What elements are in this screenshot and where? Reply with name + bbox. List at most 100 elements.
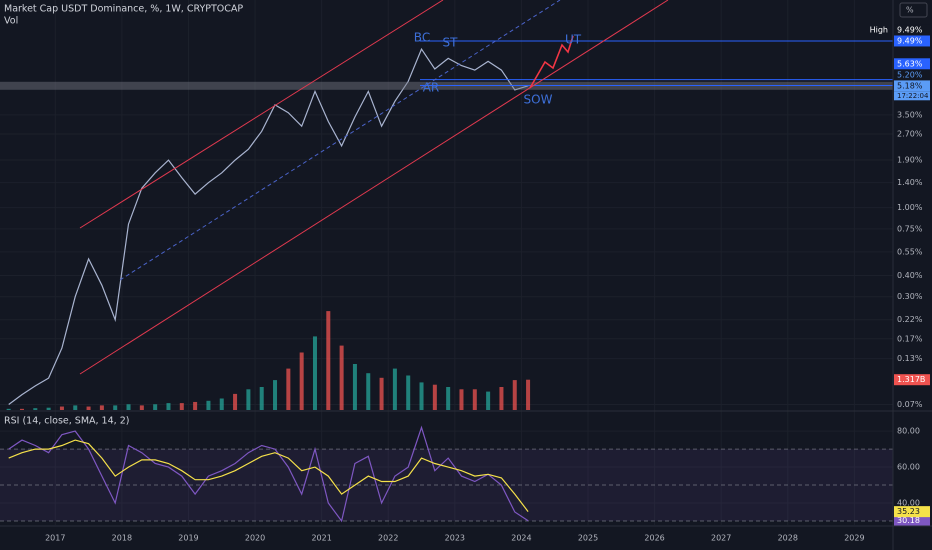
volume-bar	[459, 389, 464, 410]
series-line	[8, 425, 529, 523]
volume-bar	[33, 408, 38, 410]
series-last-label-bg	[894, 506, 930, 518]
y-tick-label: 2.70%	[897, 130, 923, 139]
y-tick-label: 0.55%	[897, 247, 923, 256]
volume-bar	[246, 389, 251, 410]
y-tick-label: 0.40%	[897, 271, 923, 280]
volume-bar	[59, 406, 64, 410]
volume-last-label-bg	[894, 374, 930, 386]
volume-bar	[499, 387, 504, 410]
price-label: 5.63%	[897, 59, 923, 68]
volume-bar	[206, 400, 211, 410]
channel-lower	[79, 0, 669, 375]
volume-bar	[166, 403, 171, 410]
y-tick-label: 40.00	[897, 499, 920, 508]
price-label: 9.49%	[897, 25, 923, 34]
scale-button-label[interactable]: %	[906, 6, 914, 15]
annotation: UT	[565, 33, 582, 47]
price-tag: High	[870, 25, 888, 34]
y-tick-label: 0.13%	[897, 354, 923, 363]
annotation: BC	[414, 31, 430, 45]
y-tick-label: 80.00	[897, 427, 920, 436]
series-line	[8, 439, 529, 512]
volume-bar	[6, 408, 11, 410]
y-tick-label: 0.17%	[897, 334, 923, 343]
volume-bar	[486, 391, 491, 410]
volume-bar	[406, 375, 411, 410]
x-tick-label: 2026	[644, 534, 664, 543]
series-last-label: 35.23	[897, 507, 920, 516]
x-tick-label: 2019	[178, 534, 198, 543]
volume-bar	[99, 405, 104, 410]
y-tick-label: 1.00%	[897, 203, 923, 212]
price-label: 5.20%	[897, 70, 923, 79]
price-label-bg	[894, 69, 930, 81]
x-tick-label: 2029	[844, 534, 864, 543]
chart-title: Market Cap USDT Dominance, %, 1W, CRYPTO…	[4, 4, 243, 15]
volume-bar	[73, 405, 78, 410]
volume-bar	[446, 387, 451, 410]
rsi-title: RSI (14, close, SMA, 14, 2)	[4, 416, 129, 427]
annotation: AR	[423, 81, 440, 95]
volume-bar	[233, 393, 238, 410]
series-last-label-bg	[894, 515, 930, 527]
plot	[0, 40, 893, 523]
y-tick-label: 3.50%	[897, 110, 923, 119]
x-tick-label: 2023	[445, 534, 465, 543]
overlay: 2017 2018 2019 2020 2021 2022 2023 2024 2025 2026…	[45, 24, 930, 543]
x-tick-label: 2027	[711, 534, 731, 543]
volume-bar	[312, 336, 317, 410]
volume-bar	[299, 352, 304, 410]
volume-last-label: 1.317B	[897, 375, 925, 384]
price-label-bg	[894, 35, 930, 47]
volume-bar	[153, 404, 158, 410]
volume-bar	[512, 380, 517, 410]
x-tick-label: 2021	[311, 534, 331, 543]
volume-bar	[259, 387, 264, 410]
y-tick-label: 0.75%	[897, 224, 923, 233]
volume-bar	[286, 368, 291, 410]
volume-bar	[379, 377, 384, 410]
channel-mid	[119, 0, 561, 281]
volume-bar	[86, 406, 91, 410]
volume-bar	[472, 389, 477, 410]
volume-bar	[219, 398, 224, 410]
x-tick-label: 2025	[578, 534, 598, 543]
volume-bar	[193, 401, 198, 410]
x-tick-label: 2024	[511, 534, 531, 543]
volume-bar	[352, 364, 357, 410]
y-tick-label: 0.07%	[897, 400, 923, 409]
price-label: 5.18%	[897, 81, 923, 90]
y-tick-label: 1.40%	[897, 178, 923, 187]
annotation: ST	[443, 36, 459, 50]
y-tick-label: 0.22%	[897, 315, 923, 324]
volume-bar	[339, 345, 344, 410]
volume-bar	[392, 368, 397, 410]
volume-bar	[46, 407, 51, 410]
price-label-bg	[894, 24, 930, 36]
y-tick-label: 60.00	[897, 463, 920, 472]
volume-bar	[526, 379, 531, 410]
channel-upper	[79, 0, 444, 229]
grid	[0, 448, 893, 522]
x-tick-label: 2017	[45, 534, 65, 543]
x-tick-label: 2020	[245, 534, 265, 543]
y-tick-label: 0.30%	[897, 292, 923, 301]
price-label-bg	[894, 58, 930, 70]
x-tick-label: 2022	[378, 534, 398, 543]
volume-bar	[366, 373, 371, 410]
price-time-bg	[894, 91, 930, 101]
y-tick-label: 1.90%	[897, 156, 923, 165]
volume-label: Vol	[4, 16, 18, 27]
volume-bar	[19, 408, 24, 410]
annotation: SOW	[524, 93, 553, 107]
volume-bar	[326, 311, 331, 410]
volume-bar	[432, 384, 437, 410]
series-line	[8, 47, 529, 405]
volume-bar	[419, 382, 424, 410]
volume-bar	[126, 404, 131, 410]
price-time: 17:22:04	[897, 92, 929, 100]
scale-button[interactable]	[899, 2, 928, 18]
price-label-bg	[894, 80, 930, 92]
